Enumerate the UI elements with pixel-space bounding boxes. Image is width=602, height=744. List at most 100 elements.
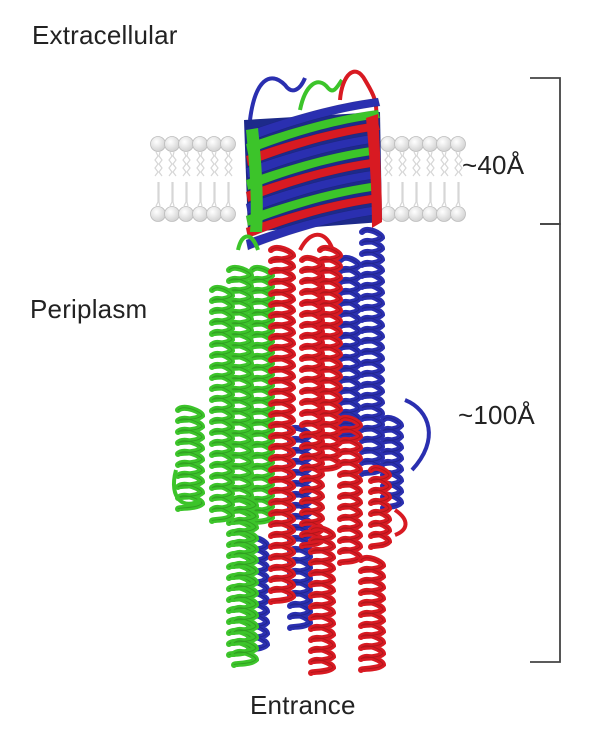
- lipid-bilayer: [150, 136, 466, 222]
- lipid-tail: [168, 151, 173, 177]
- lipid-tail: [416, 151, 421, 177]
- lipid-head: [178, 136, 194, 152]
- lipid-head: [192, 136, 208, 152]
- lipid-tail: [458, 182, 461, 207]
- lipid-head: [178, 206, 194, 222]
- alpha-helix: [175, 404, 206, 512]
- lipid-head: [380, 136, 396, 152]
- lipid-tail: [441, 182, 445, 207]
- alpha-helix: [268, 244, 297, 605]
- alpha-helix: [209, 284, 236, 524]
- lipid-tail: [197, 182, 201, 207]
- lipid-tail: [224, 151, 229, 177]
- loop: [236, 234, 260, 251]
- lipid-tail: [399, 182, 403, 207]
- lipid-head: [192, 206, 208, 222]
- periplasmic-length-label: ~100Å: [458, 400, 535, 430]
- lipid-tail: [430, 151, 435, 177]
- lipid-head: [150, 136, 166, 152]
- lipid-heads-top: [150, 136, 466, 152]
- lipid-tail: [210, 151, 215, 177]
- lipid-tail: [430, 182, 433, 207]
- lipid-head: [206, 136, 222, 152]
- alpha-helix-shade: [270, 247, 294, 603]
- lipid-tail: [172, 151, 177, 177]
- helical-domain: [172, 226, 431, 676]
- alpha-helix-shade: [177, 407, 203, 510]
- beta-strand: [246, 128, 263, 232]
- beta-barrel: [244, 97, 382, 251]
- protein-ribbon: [172, 69, 431, 676]
- alpha-helix-shade: [339, 417, 361, 564]
- barrel-loop-green: [298, 78, 344, 111]
- lipid-tail: [200, 182, 203, 207]
- alpha-helix-shade: [382, 417, 402, 509]
- alpha-helix-shade: [310, 527, 334, 674]
- lipid-head: [408, 136, 424, 152]
- lipid-tail: [169, 182, 173, 207]
- membrane-thickness-label: ~40Å: [462, 150, 525, 180]
- extracellular-label: Extracellular: [32, 20, 178, 50]
- loop: [404, 398, 431, 472]
- lipid-tail: [155, 182, 159, 207]
- barrel-loop-blue: [248, 76, 307, 121]
- lipid-head: [380, 206, 396, 222]
- alpha-helix-shade: [233, 497, 257, 666]
- alpha-helix: [337, 414, 364, 566]
- alpha-helix: [231, 494, 260, 668]
- lipid-head: [422, 136, 438, 152]
- lipid-tail: [398, 151, 403, 177]
- lipid-tail: [154, 151, 159, 177]
- scale-bracket-periplasm: [530, 223, 561, 663]
- lipid-tail: [384, 151, 389, 177]
- loop: [298, 232, 334, 251]
- lipid-tail: [200, 151, 205, 177]
- lipid-head: [206, 206, 222, 222]
- alpha-helix: [249, 264, 276, 526]
- lipid-tail: [228, 182, 231, 207]
- entrance-label: Entrance: [250, 690, 356, 720]
- alpha-helix-shade: [301, 257, 323, 547]
- alpha-helix-shade: [361, 229, 383, 475]
- lipid-tail: [444, 182, 447, 207]
- lipid-head: [408, 206, 424, 222]
- lipid-tail: [454, 151, 459, 177]
- lipid-head: [394, 136, 410, 152]
- lipid-tail: [183, 182, 187, 207]
- lipid-tail: [455, 182, 459, 207]
- beta-strand: [245, 133, 381, 179]
- lipid-head: [450, 206, 466, 222]
- lipid-tails: [154, 151, 463, 207]
- lipid-head: [220, 136, 236, 152]
- lipid-tail: [228, 151, 233, 177]
- lipid-tail: [412, 151, 417, 177]
- alpha-helix: [359, 226, 386, 477]
- alpha-helix: [299, 254, 326, 549]
- lipid-head: [450, 136, 466, 152]
- lipid-tail: [196, 151, 201, 177]
- lipid-head: [436, 206, 452, 222]
- loop: [393, 508, 408, 537]
- beta-strand: [245, 121, 381, 167]
- lipid-tail: [402, 151, 407, 177]
- lipid-tail: [214, 182, 217, 207]
- lipid-head: [394, 206, 410, 222]
- lipid-tail: [388, 182, 391, 207]
- alpha-helix-shade: [370, 467, 390, 548]
- lipid-tail: [172, 182, 175, 207]
- lipid-head: [422, 206, 438, 222]
- lipid-tail: [182, 151, 187, 177]
- lipid-tail: [225, 182, 229, 207]
- lipid-tail: [158, 151, 163, 177]
- lipid-head: [436, 136, 452, 152]
- lipid-tail: [211, 182, 215, 207]
- lipid-heads-bottom: [150, 206, 466, 222]
- lipid-tail: [186, 151, 191, 177]
- lipid-tail: [388, 151, 393, 177]
- alpha-helix: [380, 414, 405, 511]
- scale-bracket-membrane: [530, 77, 561, 225]
- alpha-helix-shade: [360, 557, 384, 671]
- alpha-helix: [308, 524, 337, 676]
- alpha-helix-shade: [251, 267, 273, 524]
